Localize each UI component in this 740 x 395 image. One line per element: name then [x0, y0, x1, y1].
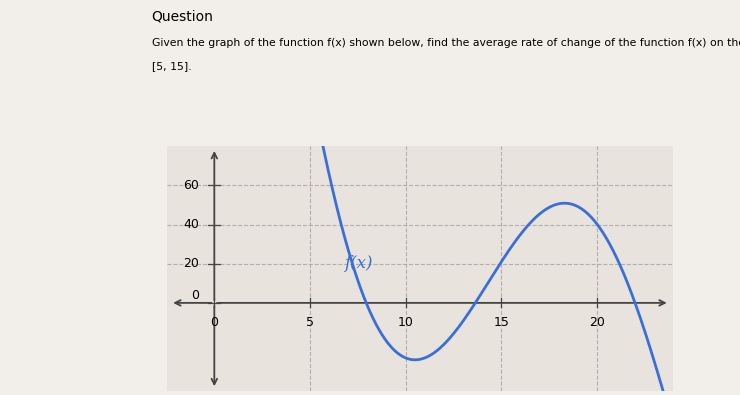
Text: 60: 60	[184, 179, 199, 192]
Text: f(x): f(x)	[344, 255, 373, 272]
Text: 0: 0	[191, 289, 199, 301]
Text: [5, 15].: [5, 15].	[152, 61, 192, 71]
Text: 0: 0	[210, 316, 218, 329]
Text: Question: Question	[152, 10, 214, 24]
Text: 20: 20	[589, 316, 605, 329]
Text: 40: 40	[184, 218, 199, 231]
Text: Given the graph of the function f(x) shown below, find the average rate of chang: Given the graph of the function f(x) sho…	[152, 38, 740, 47]
Text: 15: 15	[494, 316, 509, 329]
Text: 20: 20	[184, 257, 199, 270]
Text: 5: 5	[306, 316, 314, 329]
Text: 10: 10	[397, 316, 414, 329]
